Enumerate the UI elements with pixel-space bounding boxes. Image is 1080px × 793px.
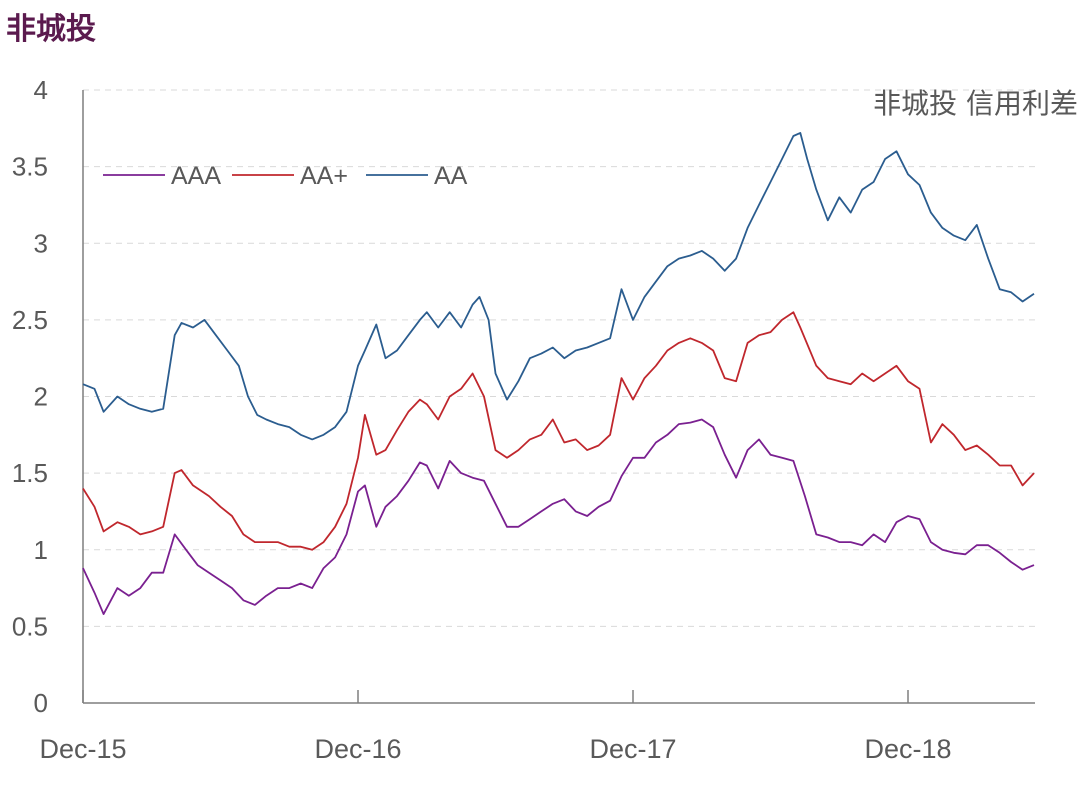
- chart-annotation: 非城投 信用利差: [873, 87, 1078, 120]
- legend-label: AA+: [300, 162, 348, 190]
- gridlines: [83, 89, 1035, 627]
- y-tick-label: 0: [34, 688, 48, 718]
- legend-label: AAA: [171, 162, 221, 190]
- legend: AAA AA+ AA: [103, 162, 468, 190]
- series-line-aa: [82, 132, 1035, 441]
- x-axis: Dec-15 Dec-16 Dec-17 Dec-18: [39, 90, 1035, 764]
- x-tick-label: Dec-15: [39, 734, 126, 764]
- y-tick-label: 2: [34, 382, 48, 412]
- y-tick-label: 0.5: [12, 611, 48, 641]
- x-tick-label: Dec-16: [314, 734, 401, 764]
- legend-label: AA: [434, 162, 468, 190]
- y-tick-label: 1: [34, 535, 48, 565]
- plot-area: [82, 132, 1035, 615]
- series-line-aaa: [82, 418, 1035, 615]
- x-tick-label: Dec-17: [589, 734, 676, 764]
- x-tick-label: Dec-18: [864, 734, 951, 764]
- y-tick-label: 3: [34, 228, 48, 258]
- series-line-aaplus: [82, 311, 1035, 551]
- y-tick-label: 3.5: [12, 152, 48, 182]
- y-tick-label: 2.5: [12, 305, 48, 335]
- y-tick-label: 4: [34, 75, 48, 105]
- y-tick-label: 1.5: [12, 458, 48, 488]
- page-title: 非城投: [6, 12, 96, 47]
- y-axis-ticks: 0 0.5 1 1.5 2 2.5 3 3.5 4: [12, 75, 48, 718]
